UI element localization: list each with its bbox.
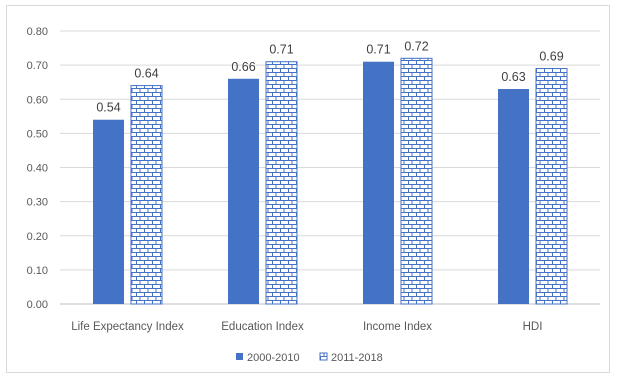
y-tick-label: 0.50 <box>27 128 48 140</box>
legend-swatch <box>236 353 243 360</box>
data-label: 0.64 <box>134 67 158 81</box>
bar-2011-2018 <box>535 68 568 305</box>
x-axis-categories: Life Expectancy Index Education Index Inco… <box>71 321 542 333</box>
y-tick-label: 0.20 <box>27 231 48 243</box>
legend-label: 2011-2018 <box>331 352 383 364</box>
data-label: 0.72 <box>404 39 428 53</box>
x-category-label: Education Index <box>221 321 304 333</box>
x-category-label: HDI <box>523 321 543 333</box>
bar-2000-2010 <box>498 89 529 304</box>
bar-2011-2018 <box>400 57 433 305</box>
legend-swatch <box>319 352 328 361</box>
bars <box>93 57 568 305</box>
bar-2000-2010 <box>363 61 394 305</box>
data-label: 0.71 <box>366 43 390 57</box>
legend-label: 2000-2010 <box>247 352 300 364</box>
y-tick-label: 0.80 <box>27 26 48 38</box>
y-tick-label: 0.60 <box>27 94 48 106</box>
y-tick-label: 0.10 <box>27 265 48 277</box>
bar-2011-2018 <box>265 61 298 305</box>
data-label: 0.71 <box>269 43 293 57</box>
y-tick-label: 0.30 <box>27 197 48 209</box>
y-tick-label: 0.00 <box>27 299 48 311</box>
y-tick-label: 0.70 <box>27 60 48 72</box>
bar-2000-2010 <box>93 119 124 304</box>
data-label: 0.54 <box>96 101 120 115</box>
data-labels: 0.54 0.64 0.66 0.71 0.71 0.72 0.63 0.69 <box>96 39 563 114</box>
x-category-label: Life Expectancy Index <box>71 321 184 333</box>
y-tick-label: 0.40 <box>27 163 48 175</box>
y-axis-ticks: 0.00 0.10 0.20 0.30 0.40 0.50 0.60 0.70 0.80 <box>27 26 48 311</box>
data-label: 0.63 <box>501 70 525 84</box>
x-category-label: Income Index <box>363 321 432 333</box>
data-label: 0.66 <box>231 60 255 74</box>
bar-2011-2018 <box>130 85 163 305</box>
bar-2000-2010 <box>228 78 259 305</box>
legend: 2000-2010 2011-2018 <box>236 352 383 364</box>
data-label: 0.69 <box>539 50 563 64</box>
